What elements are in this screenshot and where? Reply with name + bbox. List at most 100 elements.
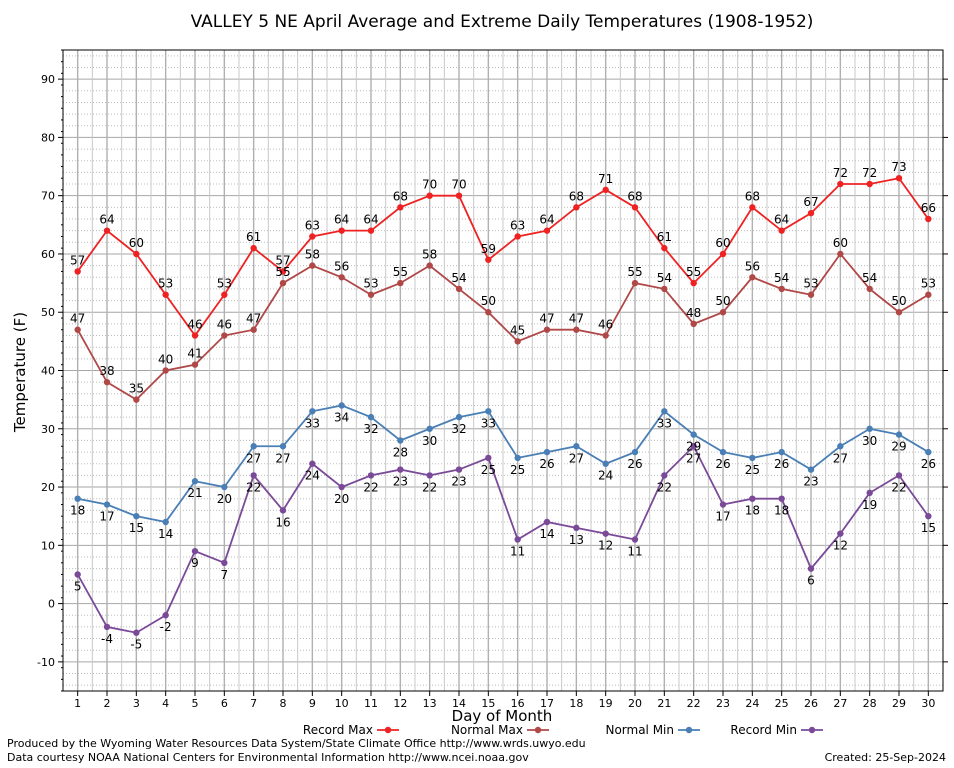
record-min-data-label: 24 <box>305 469 320 483</box>
normal-min-data-label: 23 <box>803 475 818 489</box>
normal-max-point <box>250 326 257 333</box>
normal-min-data-label: 20 <box>217 492 232 506</box>
normal-max-data-label: 56 <box>745 259 760 273</box>
normal-min-data-label: 27 <box>275 451 290 465</box>
normal-min-point <box>807 466 815 473</box>
normal-max-point <box>279 279 287 287</box>
footer-data-courtesy: Data courtesy NOAA National Centers for … <box>7 751 529 764</box>
x-tick-label: 27 <box>833 697 847 710</box>
normal-min-data-label: 27 <box>833 451 848 465</box>
record-max-data-label: 63 <box>305 218 320 232</box>
legend-label-record-min: Record Min <box>730 723 797 737</box>
record-min-data-label: 14 <box>539 527 554 541</box>
y-tick-label: 0 <box>48 598 55 611</box>
record-max-data-label: 72 <box>833 166 848 180</box>
x-tick-label: 29 <box>892 697 906 710</box>
normal-max-data-label: 41 <box>187 347 202 361</box>
record-max-point <box>455 192 463 199</box>
record-min-data-label: 9 <box>191 556 199 570</box>
record-max-point <box>749 204 756 211</box>
record-min-point <box>719 501 727 508</box>
record-min-point <box>279 507 287 514</box>
normal-min-data-label: 27 <box>246 451 261 465</box>
record-min-point <box>338 483 345 491</box>
normal-max-point <box>162 367 169 374</box>
normal-max-data-label: 35 <box>129 382 144 396</box>
normal-max-data-label: 56 <box>334 259 349 273</box>
normal-max-point <box>221 332 228 339</box>
y-tick-label: 50 <box>41 306 55 319</box>
y-tick-label: 10 <box>41 539 55 552</box>
record-min-data-label: 11 <box>627 544 642 558</box>
record-min-point <box>778 495 785 502</box>
record-max-point <box>573 204 580 211</box>
x-tick-label: 3 <box>133 697 140 710</box>
normal-min-data-label: 24 <box>598 469 613 483</box>
normal-max-point <box>895 309 903 316</box>
normal-min-data-label: 26 <box>539 457 554 471</box>
normal-min-data-label: 25 <box>745 463 760 477</box>
record-min-data-label: 7 <box>221 568 229 582</box>
x-tick-label: 17 <box>540 697 554 710</box>
x-tick-label: 25 <box>775 697 789 710</box>
normal-max-point <box>367 291 375 298</box>
record-min-point <box>133 629 140 636</box>
normal-max-data-label: 54 <box>451 271 466 285</box>
normal-max-point <box>338 274 345 281</box>
footer-created-date: Created: 25-Sep-2024 <box>824 751 946 764</box>
x-tick-label: 14 <box>452 697 466 710</box>
normal-min-point <box>925 448 932 456</box>
record-max-point <box>279 268 287 275</box>
x-tick-label: 30 <box>921 697 935 710</box>
record-min-data-label: 22 <box>891 480 906 494</box>
y-tick-label: 40 <box>41 365 55 378</box>
legend-marker-normal-min <box>685 726 693 734</box>
record-max-point <box>690 279 697 287</box>
record-min-point <box>895 472 903 479</box>
normal-min-data-label: 26 <box>715 457 730 471</box>
record-max-data-label: 64 <box>539 213 554 227</box>
x-tick-label: 10 <box>335 697 349 710</box>
x-tick-label: 2 <box>104 697 111 710</box>
normal-min-data-label: 21 <box>187 486 202 500</box>
normal-max-point <box>103 378 111 386</box>
legend: Record Max Normal Max Normal Min Record Min <box>303 723 823 737</box>
normal-min-data-label: 26 <box>921 457 936 471</box>
record-min-data-label: 22 <box>246 480 261 494</box>
normal-min-point <box>397 437 404 444</box>
x-tick-label: 12 <box>393 697 407 710</box>
record-min-point <box>485 454 492 462</box>
record-max-point <box>191 332 199 339</box>
record-max-point <box>367 227 375 234</box>
normal-min-data-label: 30 <box>862 434 877 448</box>
record-max-point <box>426 192 433 199</box>
y-tick-label: 90 <box>41 73 55 86</box>
record-min-point <box>807 565 815 572</box>
normal-min-data-label: 28 <box>393 445 408 459</box>
legend-marker-record-min <box>808 726 816 734</box>
x-tick-label: 7 <box>250 697 257 710</box>
record-min-data-label: 12 <box>833 539 848 553</box>
record-min-data-label: 25 <box>481 463 496 477</box>
record-max-data-label: 61 <box>657 230 672 244</box>
record-min-point <box>74 571 81 578</box>
x-tick-label: 16 <box>511 697 525 710</box>
record-min-data-label: 18 <box>745 504 760 518</box>
normal-max-point <box>719 309 727 316</box>
x-tick-label: 13 <box>423 697 437 710</box>
normal-min-point <box>309 408 316 415</box>
record-min-data-label: 18 <box>774 504 789 518</box>
normal-max-point <box>807 291 815 298</box>
record-min-data-label: 23 <box>393 475 408 489</box>
normal-max-point <box>749 274 756 281</box>
record-min-data-label: 20 <box>334 492 349 506</box>
x-tick-label: 11 <box>364 697 378 710</box>
record-min-data-label: 19 <box>862 498 877 512</box>
x-axis-title: Day of Month <box>452 707 553 725</box>
record-min-data-label: 11 <box>510 544 525 558</box>
normal-max-data-label: 46 <box>598 318 613 332</box>
record-max-data-label: 64 <box>774 213 789 227</box>
x-tick-label: 9 <box>309 697 316 710</box>
record-max-data-label: 64 <box>334 213 349 227</box>
